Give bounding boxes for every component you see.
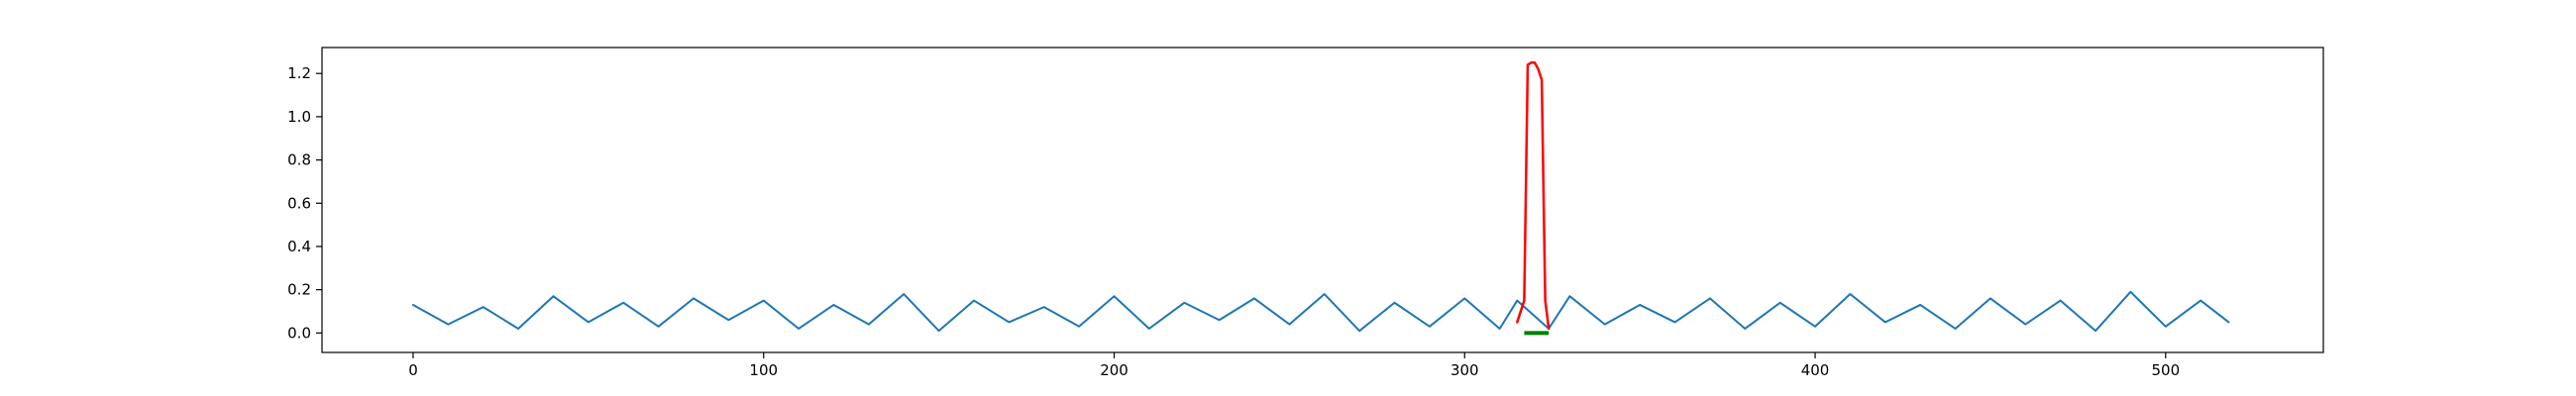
x-tick-label-0: 0 [408,361,418,379]
y-tick-label-4: 0.8 [287,151,311,169]
x-tick-label-2: 200 [1100,361,1128,379]
axis-layer: 0 100 200 300 400 500 0.0 0.2 0.4 0.6 0.8 1.0 1.2 [287,64,2180,379]
y-tick-label-6: 1.2 [287,64,311,82]
x-tick-label-5: 500 [2151,361,2180,379]
x-tick-label-3: 300 [1450,361,1479,379]
x-tick-label-4: 400 [1801,361,1830,379]
y-tick-label-5: 1.0 [287,108,311,126]
y-tick-label-0: 0.0 [287,324,311,342]
series-line-2 [1516,61,1551,331]
y-tick-label-2: 0.4 [287,238,311,255]
x-tick-label-1: 100 [749,361,778,379]
series-layer [411,61,2230,336]
y-tick-label-1: 0.2 [287,281,311,299]
y-tick-label-3: 0.6 [287,194,311,212]
series-line-1 [411,290,2230,333]
plot-frame [321,47,2324,353]
